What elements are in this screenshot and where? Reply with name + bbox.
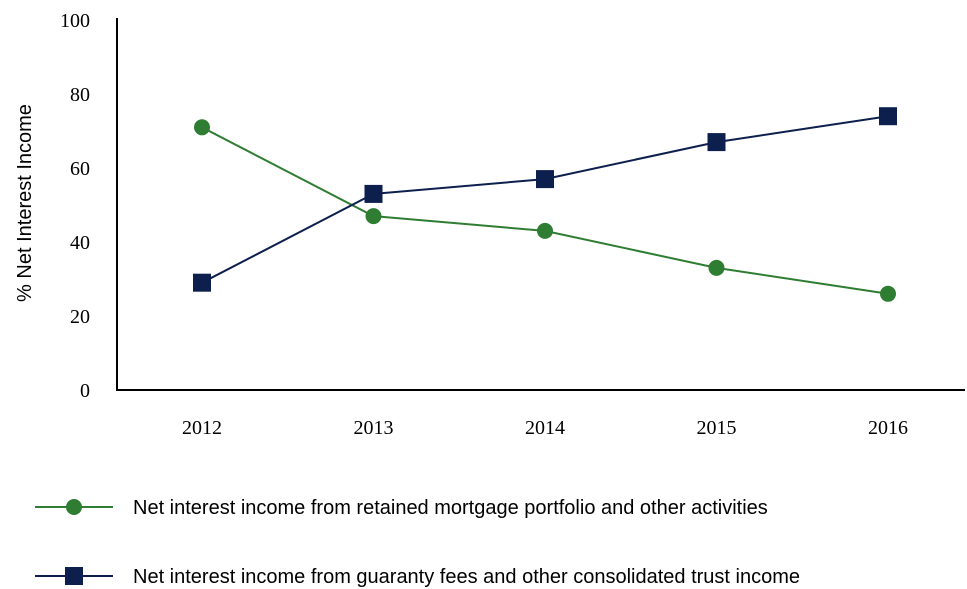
series-2-point [193, 273, 211, 292]
legend: Net interest income from retained mortga… [35, 497, 800, 588]
axes: % Net Interest Income [14, 18, 965, 391]
legend-label-2: Net interest income from guaranty fees a… [133, 566, 800, 588]
series-2-point [364, 184, 383, 203]
series-line-2 [201, 115, 889, 284]
legend-marker-square [65, 567, 83, 585]
series-2-point [879, 107, 897, 126]
series-2-point [707, 133, 726, 152]
series-1-point [708, 259, 725, 276]
y-tick-label: 20 [70, 306, 90, 328]
legend-marker-circle [66, 499, 82, 515]
x-tick-label: 2013 [354, 417, 394, 439]
y-tick-label: 100 [60, 10, 90, 32]
x-tick-labels: 2012 2013 2014 2015 2016 [182, 417, 908, 439]
y-axis-title: % Net Interest Income [14, 104, 36, 302]
series-layer [193, 107, 897, 302]
series-line-1 [201, 126, 889, 295]
x-tick-label: 2014 [525, 417, 565, 439]
x-tick-label: 2012 [182, 417, 222, 439]
x-tick-label: 2015 [697, 417, 737, 439]
series-1-point [194, 119, 210, 136]
y-tick-label: 80 [70, 84, 90, 106]
series-2-point [536, 170, 554, 189]
series-1-point [365, 208, 382, 225]
y-tick-labels: 0 20 40 60 80 100 [60, 10, 90, 402]
y-tick-label: 0 [80, 380, 90, 402]
x-tick-label: 2016 [868, 417, 908, 439]
legend-label-1: Net interest income from retained mortga… [133, 497, 768, 519]
y-tick-label: 40 [70, 232, 90, 254]
series-1-point [537, 222, 553, 239]
series-1-point [880, 285, 896, 302]
y-tick-label: 60 [70, 158, 90, 180]
